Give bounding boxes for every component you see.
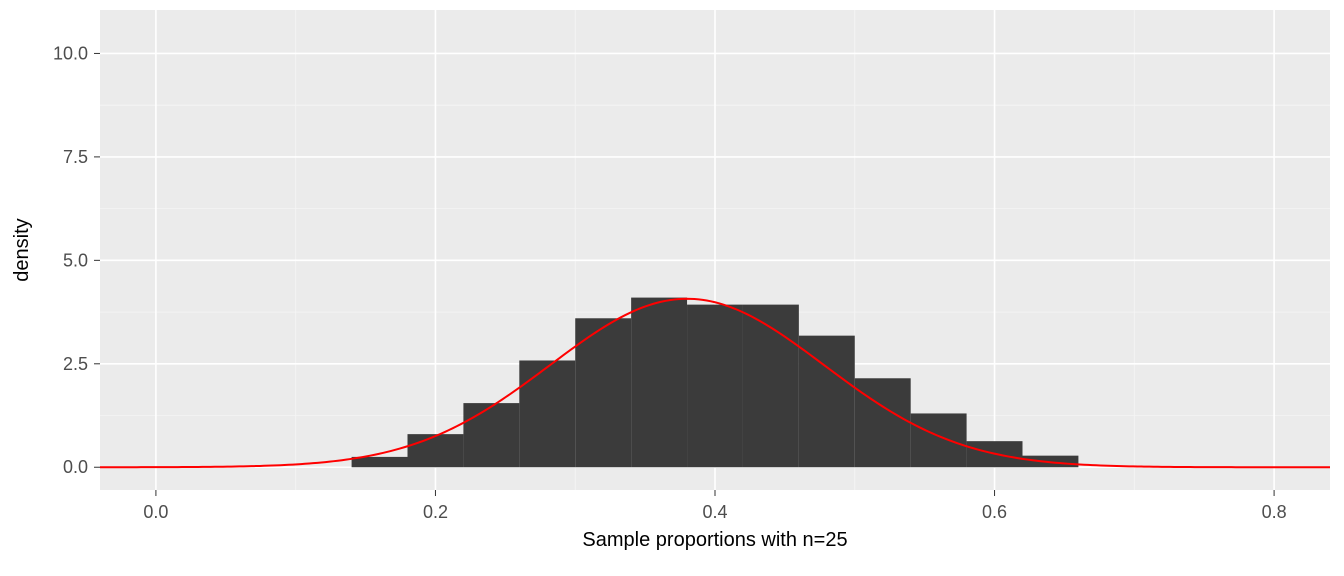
bar <box>687 305 743 468</box>
y-tick-label: 2.5 <box>63 354 88 374</box>
x-tick-label: 0.8 <box>1262 502 1287 522</box>
bar <box>799 336 855 468</box>
bar <box>631 298 687 468</box>
y-tick-label: 5.0 <box>63 250 88 270</box>
bar <box>463 403 519 467</box>
bar <box>743 305 799 468</box>
bar <box>519 360 575 467</box>
y-axis-label: density <box>11 218 33 281</box>
x-tick-label: 0.0 <box>143 502 168 522</box>
x-tick-label: 0.6 <box>982 502 1007 522</box>
bar <box>408 434 464 467</box>
x-tick-label: 0.4 <box>702 502 727 522</box>
chart-svg: 0.0 0.2 0.4 0.6 0.8 0.0 2.5 5.0 7.5 10.0 Sample pr… <box>0 0 1344 576</box>
bar <box>911 413 967 467</box>
x-axis-label: Sample proportions with n=25 <box>582 529 847 551</box>
y-tick-label: 10.0 <box>53 43 88 63</box>
y-tick-label: 7.5 <box>63 147 88 167</box>
bar <box>855 378 911 467</box>
histogram-chart: 0.0 0.2 0.4 0.6 0.8 0.0 2.5 5.0 7.5 10.0 Sample pr… <box>0 0 1344 576</box>
x-tick-label: 0.2 <box>423 502 448 522</box>
y-tick-label: 0.0 <box>63 457 88 477</box>
